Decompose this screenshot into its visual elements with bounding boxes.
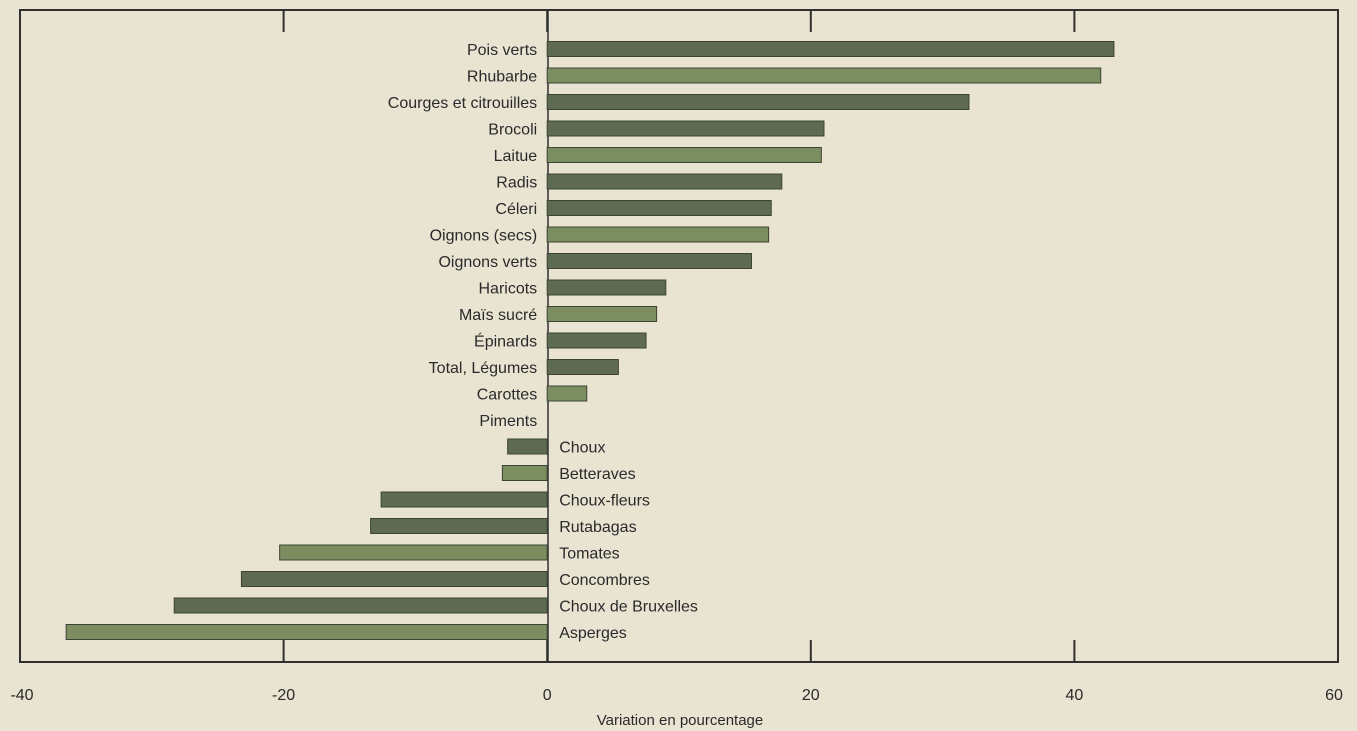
category-label: Choux-fleurs <box>559 493 650 510</box>
category-label: Asperges <box>559 625 627 642</box>
category-label: Radis <box>496 175 537 192</box>
x-tick-label: 0 <box>543 687 552 704</box>
category-label: Rutabagas <box>559 519 636 536</box>
x-ticks: -40 -20 0 20 40 60 <box>10 10 1343 704</box>
bar <box>546 67 1102 84</box>
bar <box>380 491 548 508</box>
category-label: Haricots <box>479 281 538 298</box>
category-label: Betteraves <box>559 466 635 483</box>
category-label: Pois verts <box>467 42 537 59</box>
bar <box>507 438 548 455</box>
bar <box>546 94 970 110</box>
category-label: Choux de Bruxelles <box>559 599 698 616</box>
x-tick-label: -20 <box>272 687 295 704</box>
bar <box>546 226 770 243</box>
bar <box>546 279 667 296</box>
bar <box>240 571 548 587</box>
bar <box>65 624 548 640</box>
bar <box>546 41 1115 57</box>
category-label: Concombres <box>559 572 650 589</box>
bar <box>546 253 752 269</box>
bar <box>546 200 772 216</box>
bar <box>370 518 548 534</box>
x-tick-label: 40 <box>1066 687 1084 704</box>
x-axis-title: Variation en pourcentage <box>597 712 764 729</box>
category-label: Céleri <box>495 201 537 218</box>
category-label: Courges et citrouilles <box>388 95 537 112</box>
bar <box>501 465 548 481</box>
category-label: Oignons (secs) <box>430 228 538 245</box>
category-label: Tomates <box>559 546 619 563</box>
x-tick-label: 20 <box>802 687 820 704</box>
bars <box>65 41 1115 640</box>
bar <box>546 359 619 375</box>
x-tick-label: -40 <box>10 687 33 704</box>
bar <box>546 306 658 322</box>
category-label: Laitue <box>494 148 538 165</box>
plot-frame <box>19 9 1339 663</box>
category-label: Total, Légumes <box>429 360 538 377</box>
category-label: Rhubarbe <box>467 69 537 86</box>
category-label: Piments <box>479 413 537 430</box>
bar <box>546 385 588 402</box>
bar <box>546 120 825 137</box>
category-label: Oignons verts <box>438 254 537 271</box>
category-labels: Pois verts Rhubarbe Courges et citrouilles… <box>388 42 698 642</box>
category-label: Carottes <box>477 387 537 404</box>
category-label: Épinards <box>474 332 537 351</box>
x-tick-label: 60 <box>1325 687 1343 704</box>
category-label: Brocoli <box>488 122 537 139</box>
category-label: Maïs sucré <box>459 307 537 324</box>
category-label: Choux <box>559 440 605 457</box>
bar <box>279 544 548 561</box>
bar <box>546 173 783 190</box>
bar <box>173 597 548 614</box>
bar <box>546 147 822 163</box>
bar <box>546 332 647 349</box>
